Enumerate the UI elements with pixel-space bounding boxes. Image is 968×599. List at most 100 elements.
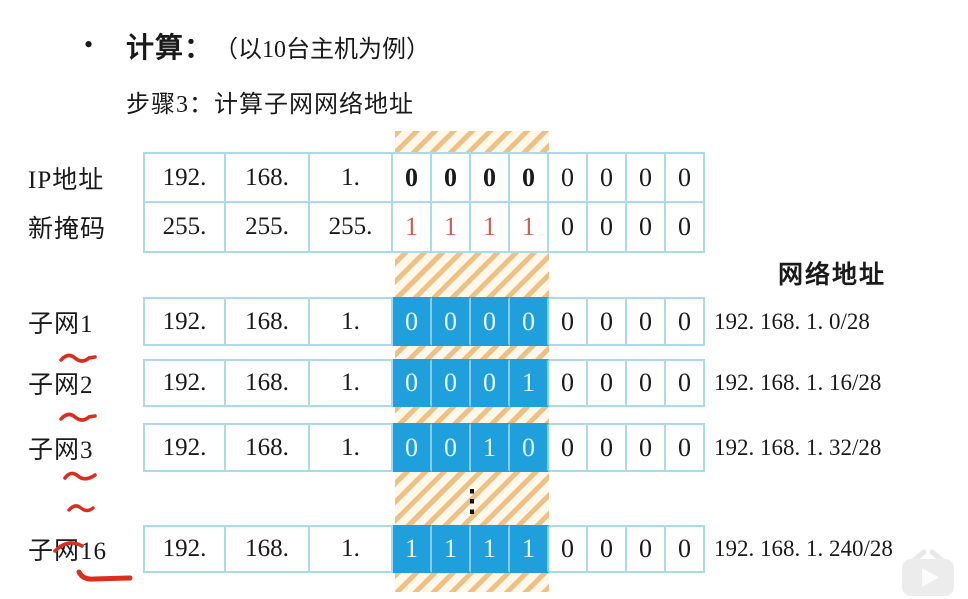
bit-cell: 0: [627, 201, 666, 253]
rows-ellipsis: ⋮: [457, 484, 487, 518]
red-squiggle-icon: [63, 471, 97, 481]
octet-cell: 168.: [226, 297, 310, 346]
bit-cell: 0: [471, 152, 510, 203]
octet-cell: 192.: [143, 359, 226, 407]
slide-heading: 计算：: [126, 33, 214, 64]
octet-cell: 1.: [310, 297, 393, 346]
bit-cell: 1: [393, 201, 432, 253]
row-label: IP地址: [28, 166, 105, 194]
bit-cell: 0: [627, 423, 666, 472]
bit-cell: 0: [549, 359, 588, 407]
subnet-bit-cell: 0: [471, 297, 510, 346]
table-row-subnet1: 子网1 192. 168. 1. 0 0 0 0 0 0 0 0: [28, 297, 705, 346]
octet-cell: 255.: [310, 201, 393, 253]
bit-cell: 0: [627, 152, 666, 203]
red-squiggle-icon: [59, 412, 97, 422]
octet-cell: 168.: [226, 423, 310, 472]
tv-play-icon: [902, 549, 954, 596]
subnet-bit-cell: 0: [432, 423, 471, 472]
octet-cell: 192.: [143, 297, 226, 346]
bit-cell: 0: [666, 297, 705, 346]
octet-cell: 192.: [143, 152, 226, 203]
heading-note: （以10台主机为例）: [214, 37, 430, 63]
bit-cell: 0: [549, 525, 588, 573]
subnet-bit-cell: 1: [393, 525, 432, 573]
bit-cell: 0: [549, 152, 588, 203]
subnet-bit-cell: 0: [432, 359, 471, 407]
subnet-bit-cell: 1: [510, 525, 549, 573]
bit-cell: 1: [432, 201, 471, 253]
octet-cell: 1.: [310, 525, 393, 573]
red-squiggle-icon: [53, 541, 84, 553]
table-row-ip: IP地址 192. 168. 1. 0 0 0 0 0 0 0 0: [28, 152, 705, 203]
network-address-value: 192. 168. 1. 32/28: [714, 434, 882, 460]
subnet-bit-cell: 0: [510, 297, 549, 346]
cell-strip: 192. 168. 1. 1 1 1 1 0 0 0 0: [143, 525, 705, 573]
octet-cell: 1.: [310, 423, 393, 472]
bit-cell: 0: [588, 152, 627, 203]
network-address-value: 192. 168. 1. 240/28: [714, 536, 893, 561]
table-row-subnet2: 子网2 192. 168. 1. 0 0 0 1 0 0 0 0: [28, 359, 705, 407]
subnet-bit-cell: 0: [432, 297, 471, 346]
table-row-mask: 新掩码 255. 255. 255. 1 1 1 1 0 0 0 0: [28, 201, 705, 253]
row-label: 子网1: [28, 310, 94, 338]
cell-strip: 192. 168. 1. 0 0 0 1 0 0 0 0: [143, 359, 705, 407]
bit-cell: 0: [666, 152, 705, 203]
bit-cell: 0: [510, 152, 549, 203]
subnet-bit-cell: 0: [471, 359, 510, 407]
row-label: 子网2: [28, 372, 94, 399]
red-squiggle-icon: [76, 569, 133, 582]
subnet-bit-cell: 1: [471, 525, 510, 573]
bit-cell: 1: [471, 201, 510, 253]
subnet-bit-cell: 0: [510, 423, 549, 472]
bit-cell: 0: [666, 525, 705, 573]
table-row-subnet16: 子网16 192. 168. 1. 1 1 1 1 0 0 0 0: [28, 525, 705, 573]
bit-cell: 0: [588, 297, 627, 346]
row-label: 新掩码: [28, 216, 107, 243]
subnet-bit-cell: 1: [432, 525, 471, 573]
cell-strip: 192. 168. 1. 0 0 1 0 0 0 0 0: [143, 423, 705, 472]
bit-cell: 0: [588, 359, 627, 407]
bit-cell: 0: [549, 423, 588, 472]
bit-cell: 0: [549, 201, 588, 253]
subnet-bit-cell: 0: [393, 297, 432, 346]
cell-strip: 192. 168. 1. 0 0 0 0 0 0 0 0: [143, 297, 705, 346]
octet-cell: 255.: [226, 201, 310, 253]
subnet-bit-cell: 1: [510, 359, 549, 407]
bullet-point: •: [84, 30, 94, 59]
network-address-value: 192. 168. 1. 16/28: [714, 370, 882, 395]
row-label: 子网3: [28, 436, 94, 464]
octet-cell: 168.: [226, 152, 310, 203]
bit-cell: 0: [627, 359, 666, 407]
bit-cell: 0: [666, 423, 705, 472]
bit-cell: 1: [510, 201, 549, 253]
bit-cell: 0: [627, 297, 666, 346]
bit-cell: 0: [432, 152, 471, 203]
bit-cell: 0: [393, 152, 432, 203]
cell-strip: 192. 168. 1. 0 0 0 0 0 0 0 0: [143, 152, 705, 203]
table-row-subnet3: 子网3 192. 168. 1. 0 0 1 0 0 0 0 0: [28, 423, 705, 472]
octet-cell: 192.: [143, 423, 226, 472]
bit-cell: 0: [666, 201, 705, 253]
subnet-bit-cell: 0: [393, 359, 432, 407]
bit-cell: 0: [588, 423, 627, 472]
bit-cell: 0: [549, 297, 588, 346]
octet-cell: 1.: [310, 152, 393, 203]
bit-cell: 0: [588, 525, 627, 573]
octet-cell: 1.: [310, 359, 393, 407]
octet-cell: 168.: [226, 359, 310, 407]
cell-strip: 255. 255. 255. 1 1 1 1 0 0 0 0: [143, 201, 705, 253]
step-subtitle: 步骤3：计算子网网络地址: [126, 92, 414, 118]
bit-cell: 0: [627, 525, 666, 573]
red-squiggle-icon: [67, 504, 95, 513]
octet-cell: 168.: [226, 525, 310, 573]
octet-cell: 255.: [143, 201, 226, 253]
network-address-header: 网络地址: [777, 262, 886, 289]
bit-cell: 0: [588, 201, 627, 253]
bit-cell: 0: [666, 359, 705, 407]
red-squiggle-icon: [59, 353, 97, 363]
octet-cell: 192.: [143, 525, 226, 573]
subnet-bit-cell: 0: [393, 423, 432, 472]
network-address-value: 192. 168. 1. 0/28: [714, 308, 870, 334]
